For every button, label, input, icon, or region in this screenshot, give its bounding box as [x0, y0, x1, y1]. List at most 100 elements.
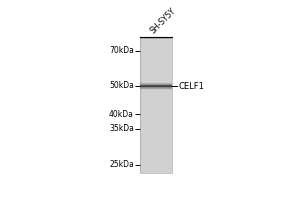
Bar	[140, 104, 172, 106]
Bar	[140, 99, 172, 101]
Bar	[140, 77, 172, 79]
Bar	[140, 88, 172, 89]
Bar	[140, 163, 172, 165]
Bar	[140, 115, 172, 117]
Bar	[140, 165, 172, 167]
Bar	[140, 65, 172, 67]
Text: 25kDa: 25kDa	[109, 160, 134, 169]
Bar	[140, 85, 172, 86]
Text: 40kDa: 40kDa	[109, 110, 134, 119]
Bar	[140, 87, 172, 89]
Bar	[140, 54, 172, 56]
Bar	[140, 161, 172, 163]
Bar	[140, 158, 172, 160]
Bar	[140, 70, 172, 72]
Bar	[140, 117, 172, 119]
Bar	[140, 61, 172, 63]
Bar	[140, 144, 172, 146]
Bar	[140, 151, 172, 153]
Bar	[140, 85, 172, 86]
Bar	[140, 90, 172, 92]
Bar	[140, 136, 172, 138]
Bar	[140, 109, 172, 111]
Bar	[140, 89, 172, 90]
Bar	[140, 53, 172, 55]
Bar	[140, 121, 172, 123]
Bar	[140, 95, 172, 97]
Bar	[140, 87, 172, 88]
Bar	[140, 134, 172, 136]
Bar	[140, 143, 172, 145]
Bar	[140, 66, 172, 68]
Text: 35kDa: 35kDa	[109, 124, 134, 133]
Bar	[140, 112, 172, 114]
Bar	[140, 119, 172, 121]
Bar	[140, 170, 172, 172]
Bar	[140, 86, 172, 87]
Bar	[140, 131, 172, 133]
Bar	[140, 44, 172, 46]
Bar	[140, 132, 172, 134]
Bar	[140, 82, 172, 84]
Bar	[140, 71, 172, 73]
Bar	[140, 93, 172, 95]
Bar	[140, 85, 172, 87]
Text: 50kDa: 50kDa	[109, 81, 134, 90]
Bar	[140, 75, 172, 77]
Text: CELF1: CELF1	[178, 82, 204, 91]
Bar	[140, 100, 172, 102]
Bar	[140, 149, 172, 151]
Bar	[140, 92, 172, 94]
Bar	[140, 41, 172, 43]
Bar	[140, 38, 172, 40]
Bar	[140, 84, 172, 85]
Bar	[140, 88, 172, 89]
Bar	[140, 80, 172, 82]
Bar	[140, 156, 172, 158]
Bar	[140, 86, 172, 87]
Bar	[140, 82, 172, 83]
Bar	[140, 68, 172, 70]
Bar	[140, 171, 172, 173]
Bar	[140, 139, 172, 141]
Bar	[140, 73, 172, 75]
Bar	[140, 90, 172, 91]
Bar	[140, 48, 172, 50]
Bar	[140, 46, 172, 48]
Text: 70kDa: 70kDa	[109, 46, 134, 55]
Bar	[140, 38, 172, 173]
Bar	[140, 124, 172, 126]
Bar	[140, 102, 172, 104]
Text: SH-SY5Y: SH-SY5Y	[148, 6, 178, 36]
Bar	[140, 110, 172, 112]
Bar	[140, 160, 172, 162]
Bar	[140, 168, 172, 170]
Bar	[140, 51, 172, 53]
Bar	[140, 97, 172, 99]
Bar	[140, 146, 172, 148]
Bar	[140, 60, 172, 62]
Bar	[140, 83, 172, 85]
Bar	[140, 49, 172, 51]
Bar	[140, 83, 172, 84]
Bar	[140, 141, 172, 143]
Bar	[140, 105, 172, 107]
Bar	[140, 63, 172, 65]
Bar	[140, 43, 172, 45]
Bar	[140, 58, 172, 60]
Bar	[140, 56, 172, 58]
Bar	[140, 114, 172, 116]
Bar	[140, 154, 172, 156]
Bar	[140, 166, 172, 168]
Bar	[140, 39, 172, 41]
Bar	[140, 129, 172, 131]
Bar	[140, 137, 172, 140]
Bar	[140, 122, 172, 124]
Bar	[140, 127, 172, 129]
Bar	[140, 148, 172, 150]
Bar	[140, 83, 172, 84]
Bar	[140, 107, 172, 109]
Bar	[140, 78, 172, 80]
Bar	[140, 126, 172, 128]
Bar	[140, 88, 172, 90]
